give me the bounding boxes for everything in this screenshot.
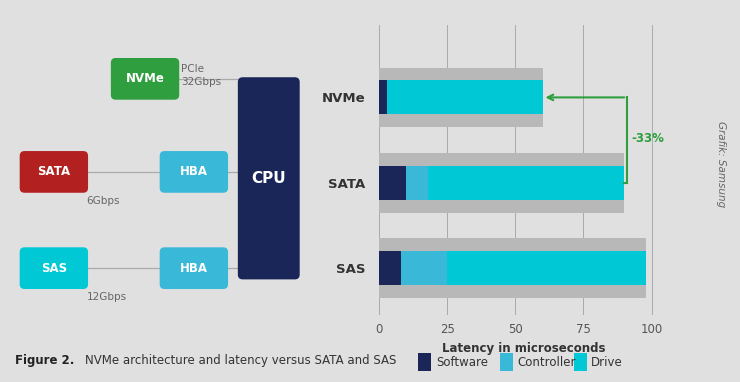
Bar (379, 166, 406, 200)
Text: PCIe
32Gbps: PCIe 32Gbps (181, 64, 221, 87)
Text: HBA: HBA (180, 165, 208, 178)
Bar (379, 238, 646, 298)
Text: SAS: SAS (41, 262, 67, 275)
Text: Controller: Controller (517, 356, 576, 369)
FancyBboxPatch shape (238, 77, 300, 279)
Bar (379, 80, 387, 115)
Bar (406, 166, 428, 200)
X-axis label: Latency in microseconds: Latency in microseconds (442, 342, 605, 355)
Text: Figure 2.: Figure 2. (15, 354, 74, 367)
Text: NVMe architecture and latency versus SATA and SAS: NVMe architecture and latency versus SAT… (85, 354, 397, 367)
FancyBboxPatch shape (20, 247, 88, 289)
Bar (379, 153, 625, 213)
FancyBboxPatch shape (111, 58, 179, 100)
Bar (379, 68, 542, 127)
Text: CPU: CPU (252, 171, 286, 186)
Text: Grafik: Samsung: Grafik: Samsung (716, 121, 727, 207)
Bar (447, 251, 646, 285)
Text: SATA: SATA (37, 165, 70, 178)
Text: HBA: HBA (180, 262, 208, 275)
FancyBboxPatch shape (160, 247, 228, 289)
FancyBboxPatch shape (160, 151, 228, 193)
Text: Drive: Drive (591, 356, 623, 369)
FancyBboxPatch shape (20, 151, 88, 193)
Bar (379, 251, 401, 285)
Text: 12Gbps: 12Gbps (87, 292, 127, 302)
Text: NVMe: NVMe (126, 72, 164, 85)
Bar (428, 166, 625, 200)
Text: Software: Software (436, 356, 488, 369)
Text: -33%: -33% (631, 132, 664, 145)
Text: 6Gbps: 6Gbps (87, 196, 120, 206)
Bar (401, 251, 447, 285)
Bar (387, 80, 542, 115)
